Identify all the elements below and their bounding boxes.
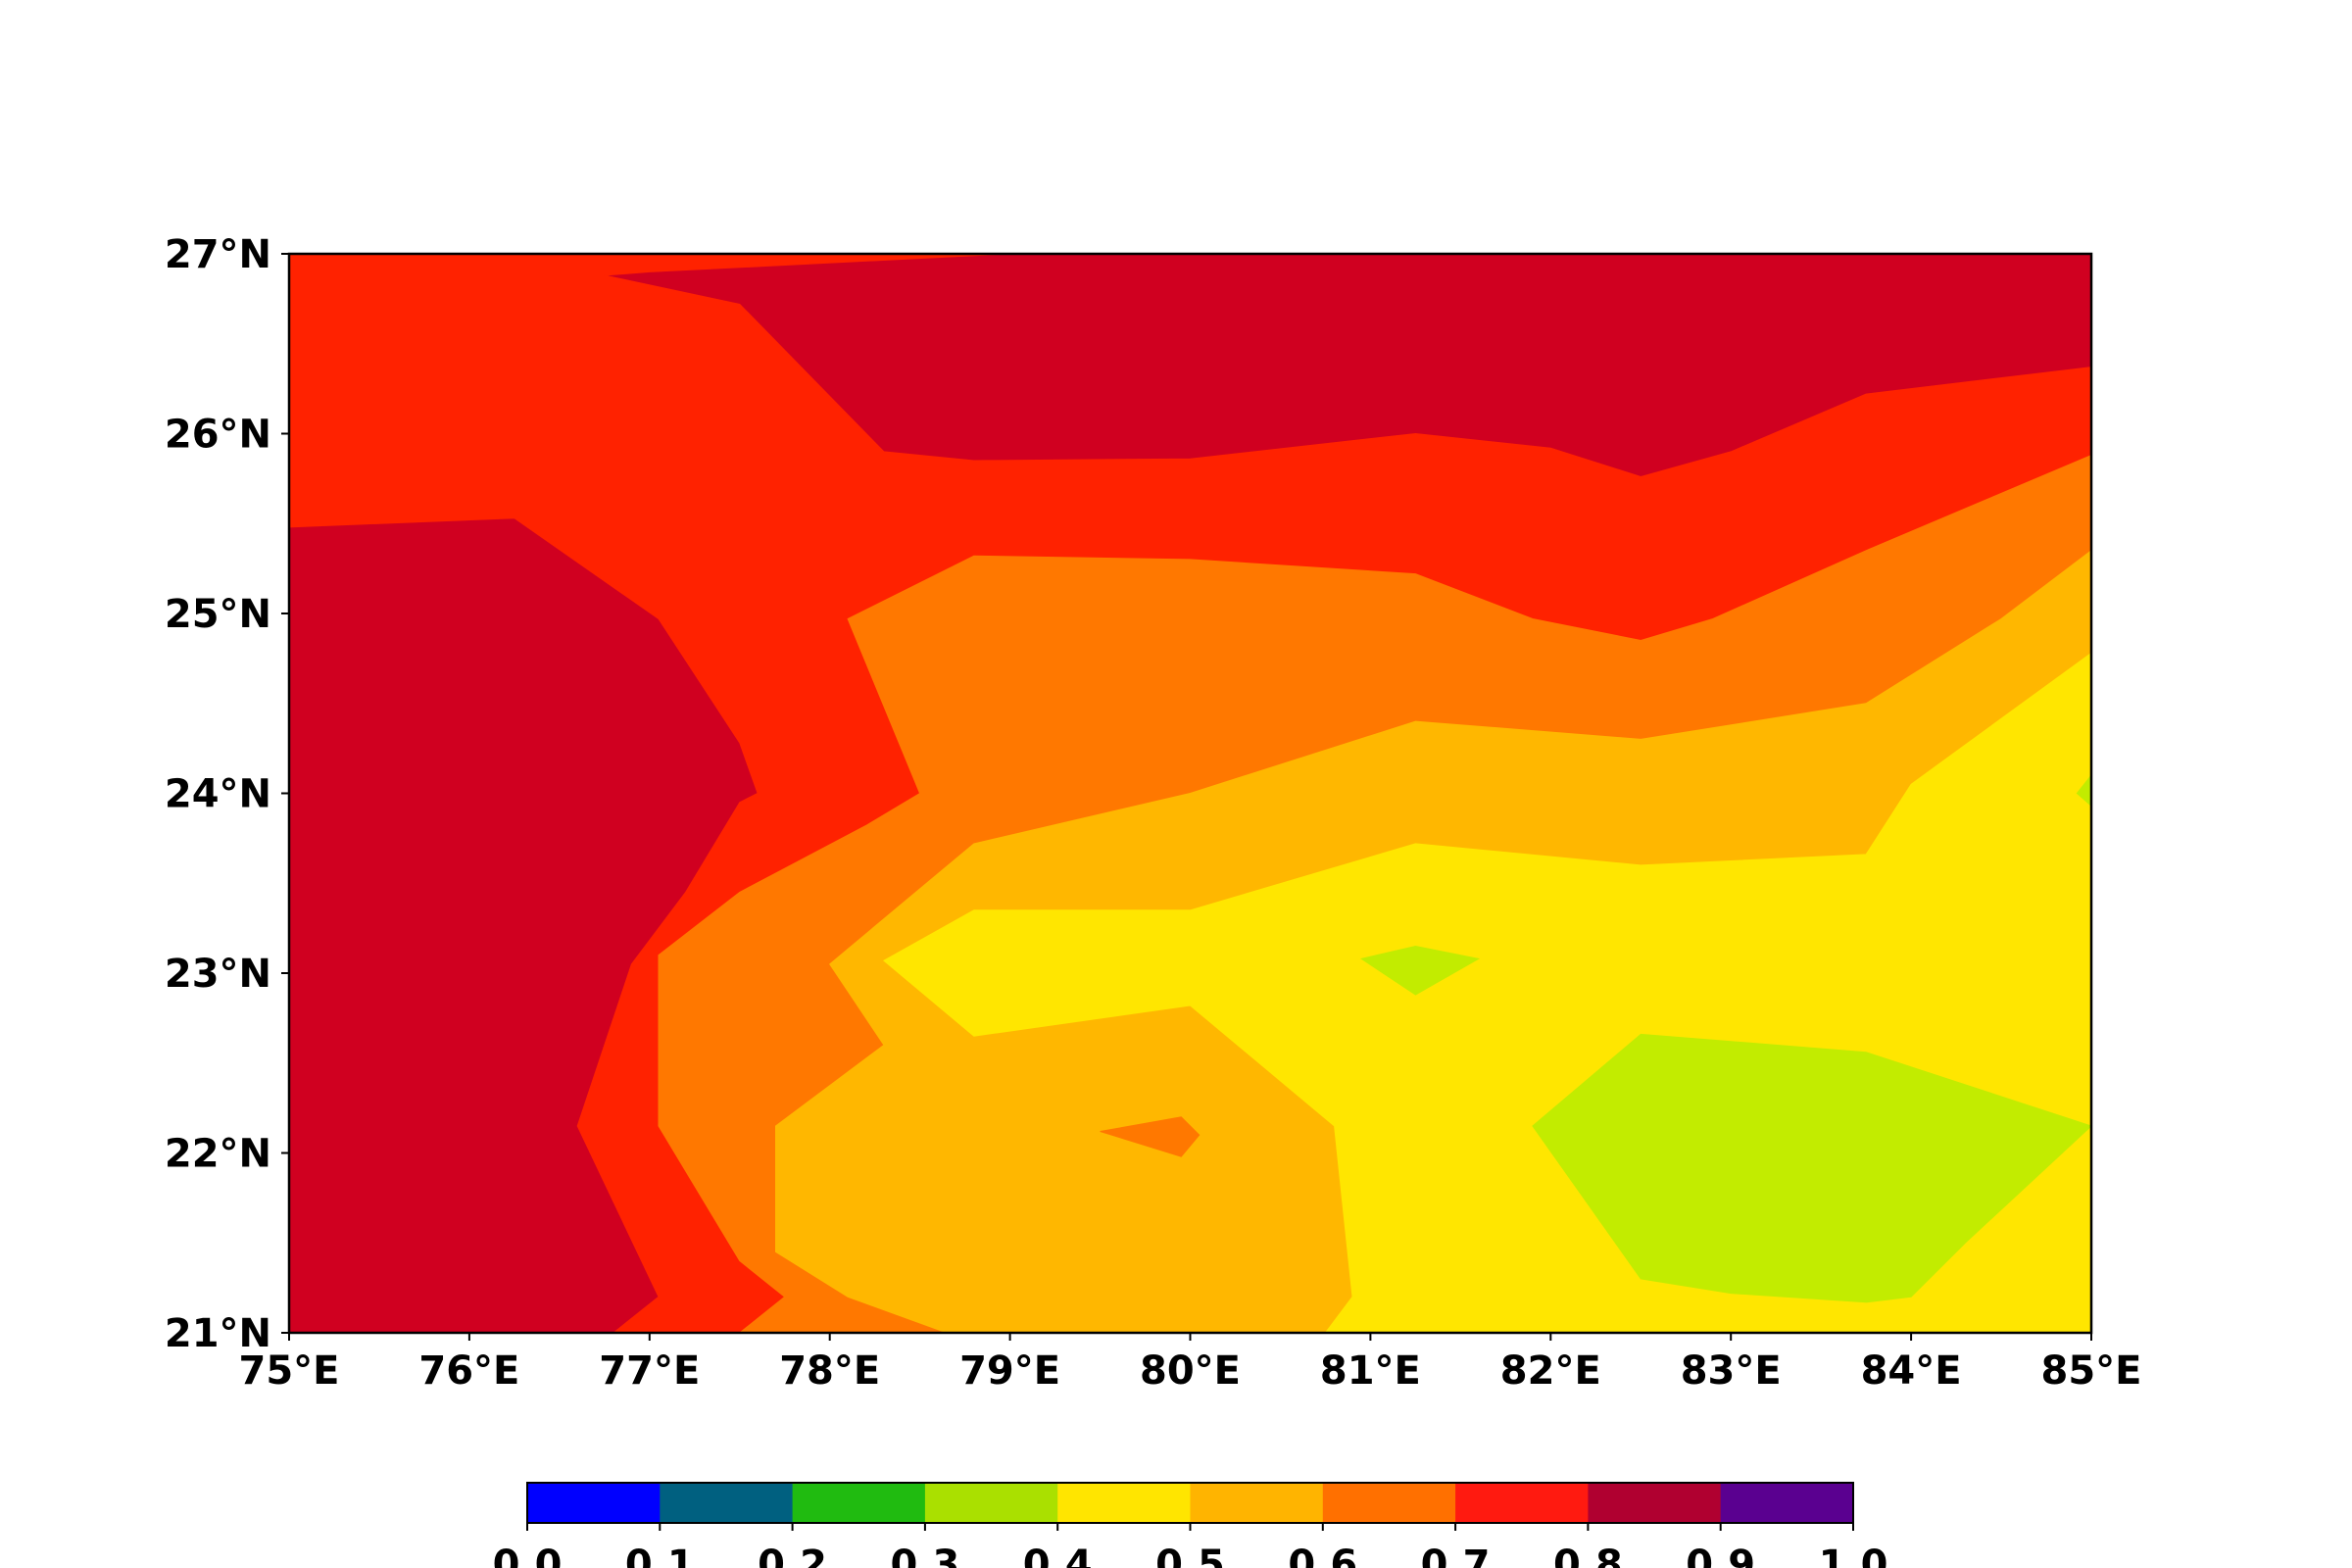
colorbar-tick-label: 0.6	[1288, 1543, 1357, 1568]
y-tick-label: 27°N	[165, 232, 271, 277]
colorbar-tick-label: 0.7	[1421, 1543, 1491, 1568]
y-tick-label: 23°N	[165, 952, 271, 997]
colorbar-tick-label: 0.8	[1553, 1543, 1623, 1568]
y-tick-label: 24°N	[165, 772, 271, 817]
colorbar-swatch	[660, 1483, 794, 1523]
colorbar-swatch	[792, 1483, 926, 1523]
colorbar: 0.0 0.1 0.2 0.3 0.4 0.5 0.6 0.7 0.8 0.9 1.0	[493, 1482, 1888, 1568]
x-tick-label: 85°E	[2041, 1348, 2142, 1394]
colorbar-swatch	[527, 1483, 661, 1523]
y-tick-label: 22°N	[165, 1132, 271, 1177]
latitude-axis: 21°N 22°N 23°N 24°N 25°N 26°N 27°N	[165, 232, 289, 1356]
colorbar-swatch	[1720, 1483, 1854, 1523]
colorbar-tick-label: 0.9	[1686, 1543, 1755, 1568]
longitude-axis: 75°E 76°E 77°E 78°E 79°E 80°E 81°E 82°E 83°E 84°E…	[239, 1333, 2142, 1394]
colorbar-swatch	[1057, 1483, 1192, 1523]
contour-region-0.3-0.4	[1359, 945, 1481, 996]
x-tick-label: 82°E	[1500, 1348, 1601, 1394]
colorbar-swatch	[1455, 1483, 1589, 1523]
contour-regions	[289, 254, 2091, 1333]
contour-region-0.3-0.4	[2076, 774, 2091, 807]
colorbar-swatch	[1322, 1483, 1456, 1523]
x-tick-label: 76°E	[418, 1348, 519, 1394]
x-tick-label: 79°E	[959, 1348, 1060, 1394]
colorbar-swatch	[1588, 1483, 1722, 1523]
y-tick-label: 25°N	[165, 592, 271, 637]
x-tick-label: 84°E	[1861, 1348, 1962, 1394]
colorbar-tick-label: 0.1	[625, 1543, 695, 1568]
colorbar-swatch	[1190, 1483, 1324, 1523]
colorbar-tick-label: 0.5	[1155, 1543, 1225, 1568]
colorbar-tick-label: 0.2	[758, 1543, 827, 1568]
contour-region-0.6-0.7	[1100, 1116, 1200, 1157]
y-tick-label: 26°N	[165, 413, 271, 458]
colorbar-tick-label: 0.4	[1023, 1543, 1093, 1568]
x-tick-label: 77°E	[599, 1348, 700, 1394]
colorbar-tick-label: 0.0	[493, 1543, 563, 1568]
colorbar-tick-label: 0.3	[890, 1543, 959, 1568]
x-tick-label: 83°E	[1681, 1348, 1782, 1394]
y-tick-label: 21°N	[165, 1311, 271, 1356]
colorbar-swatch	[924, 1483, 1058, 1523]
x-tick-label: 81°E	[1320, 1348, 1421, 1394]
x-tick-label: 80°E	[1140, 1348, 1241, 1394]
contour-region-0.3-0.4	[1532, 1033, 2091, 1303]
x-tick-label: 75°E	[239, 1348, 340, 1394]
colorbar-tick-label: 1.0	[1819, 1543, 1888, 1568]
x-tick-label: 78°E	[779, 1348, 880, 1394]
